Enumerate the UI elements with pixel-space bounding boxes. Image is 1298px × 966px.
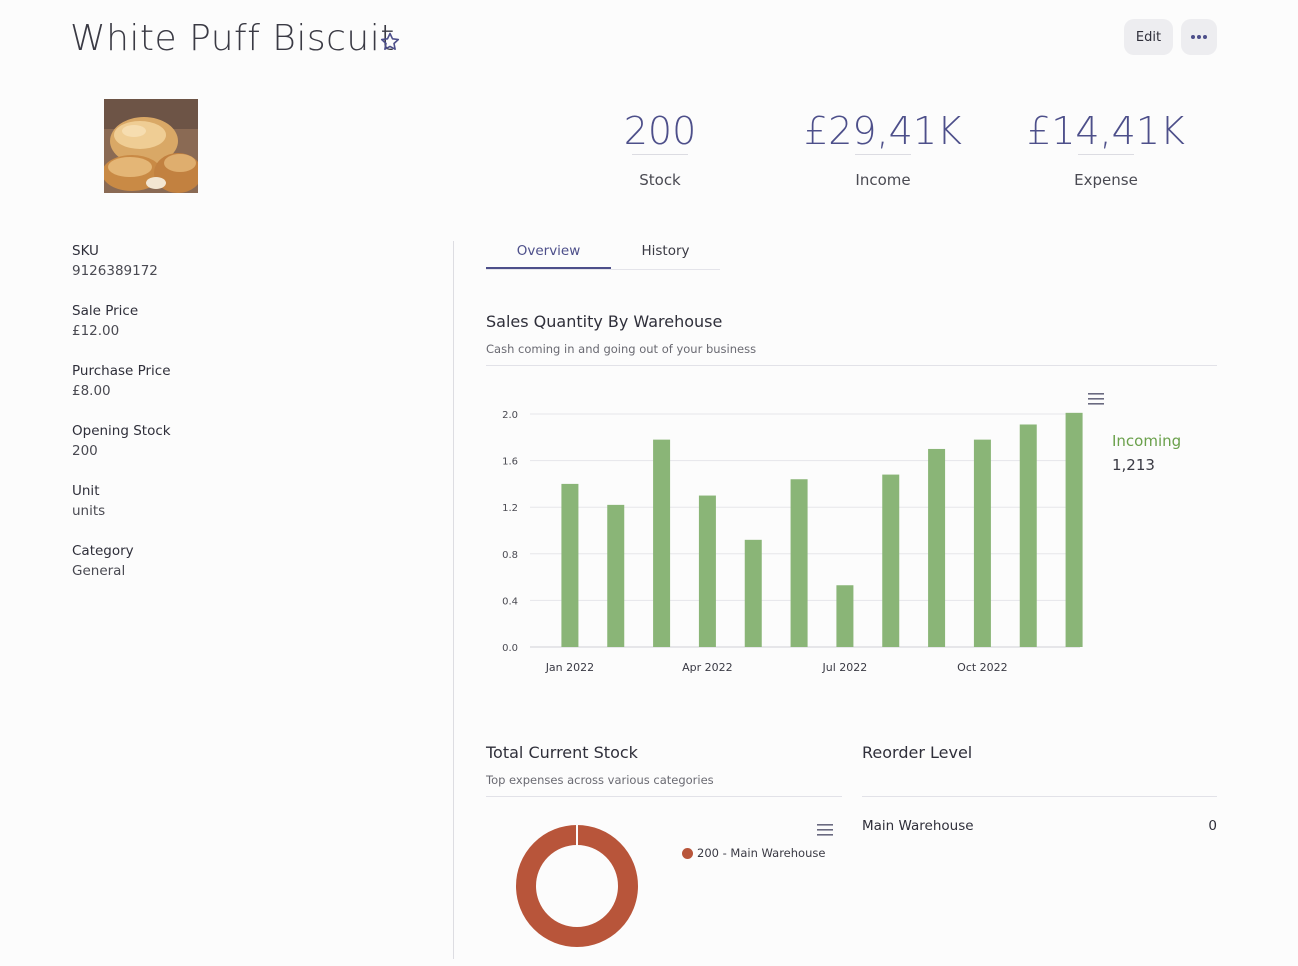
chart-menu-icon[interactable] [1087, 391, 1105, 405]
bar[interactable] [561, 483, 579, 647]
sales-bar-chart: 0.0 0.4 0.8 1.2 1.6 2.0 Jan 2022 Apr 2022 Jul 20… [502, 410, 1083, 674]
stat-label: Expense [1074, 171, 1138, 189]
detail-sale-price: Sale Price £12.00 [72, 302, 372, 362]
donut-slice-main-warehouse[interactable] [516, 825, 638, 947]
donut-legend-item[interactable]: 200 - Main Warehouse [682, 846, 825, 860]
sales-chart-subtitle: Cash coming in and going out of your bus… [486, 342, 757, 356]
donut-legend-label: 200 - Main Warehouse [697, 846, 826, 860]
detail-label: Sale Price [72, 303, 139, 319]
bar[interactable] [973, 439, 991, 647]
stock-donut-chart [516, 824, 638, 947]
y-tick-label: 1.2 [502, 503, 518, 514]
bar[interactable] [836, 585, 854, 647]
bar[interactable] [653, 439, 671, 647]
bar[interactable] [928, 448, 946, 647]
detail-value: £12.00 [72, 323, 120, 339]
stat-divider [632, 154, 688, 155]
bar[interactable] [790, 479, 808, 647]
detail-label: Purchase Price [72, 363, 171, 379]
y-tick-label: 0.8 [502, 550, 518, 561]
tab-history[interactable]: History [641, 243, 690, 259]
edit-button[interactable]: Edit [1124, 19, 1173, 55]
stat-divider [1078, 154, 1134, 155]
section-divider [486, 365, 1217, 366]
detail-label: Unit [72, 483, 100, 499]
tab-overview[interactable]: Overview [486, 236, 611, 269]
detail-value: 9126389172 [72, 263, 158, 279]
bar[interactable] [882, 474, 900, 647]
detail-value: £8.00 [72, 383, 111, 399]
product-image [104, 99, 198, 193]
section-divider [486, 796, 842, 797]
tab-bar: Overview History [486, 236, 720, 270]
detail-category: Category General [72, 542, 372, 602]
star-icon[interactable] [378, 30, 402, 54]
page-title: White Puff Biscuit [70, 18, 395, 59]
y-tick-label: 0.0 [502, 643, 518, 654]
bar[interactable] [1019, 424, 1037, 647]
sales-chart-title: Sales Quantity By Warehouse [486, 312, 723, 331]
y-tick-label: 0.4 [502, 596, 518, 607]
x-tick-label: Oct 2022 [957, 661, 1008, 674]
legend-dot-icon [682, 847, 693, 859]
detail-label: Category [72, 543, 134, 559]
detail-purchase-price: Purchase Price £8.00 [72, 362, 372, 422]
stat-value: £29,41K [804, 109, 962, 153]
stock-section-title: Total Current Stock [486, 743, 638, 762]
product-details: SKU 9126389172 Sale Price £12.00 Purchas… [72, 242, 372, 602]
detail-label: Opening Stock [72, 423, 171, 439]
x-tick-label: Jul 2022 [822, 661, 868, 674]
column-divider [453, 241, 454, 959]
detail-opening-stock: Opening Stock 200 [72, 422, 372, 482]
donut-menu-icon[interactable] [816, 822, 834, 836]
bar[interactable] [607, 504, 625, 647]
detail-unit: Unit units [72, 482, 372, 542]
reorder-section-title: Reorder Level [862, 743, 973, 762]
y-tick-label: 2.0 [502, 410, 518, 421]
bar[interactable] [698, 495, 716, 647]
y-tick-label: 1.6 [502, 457, 518, 468]
x-tick-label: Apr 2022 [682, 661, 733, 674]
more-options-button[interactable] [1181, 19, 1217, 55]
reorder-warehouse: Main Warehouse [862, 818, 974, 834]
reorder-level: 0 [1208, 818, 1217, 834]
ellipsis-horizontal-icon [1191, 35, 1207, 39]
reorder-row: Main Warehouse 0 [862, 818, 1217, 834]
stat-value: 200 [623, 109, 697, 153]
stat-value: £14,41K [1027, 109, 1185, 153]
x-tick-label: Jan 2022 [545, 661, 594, 674]
stat-income: £29,41K Income [783, 108, 983, 189]
stock-section-subtitle: Top expenses across various categories [486, 773, 714, 787]
detail-value: 200 [72, 443, 98, 459]
section-divider [862, 796, 1217, 797]
detail-label: SKU [72, 243, 99, 259]
detail-value: units [72, 503, 106, 519]
stat-divider [855, 154, 911, 155]
bar[interactable] [744, 539, 762, 647]
stat-stock: 200 Stock [560, 108, 760, 189]
legend-series-total: 1,213 [1112, 456, 1155, 474]
legend-series-name[interactable]: Incoming [1112, 432, 1182, 450]
stat-expense: £14,41K Expense [1006, 108, 1206, 189]
bar[interactable] [1065, 412, 1083, 647]
stat-label: Stock [639, 171, 681, 189]
detail-sku: SKU 9126389172 [72, 242, 372, 302]
stat-label: Income [855, 171, 911, 189]
detail-value: General [72, 563, 126, 579]
